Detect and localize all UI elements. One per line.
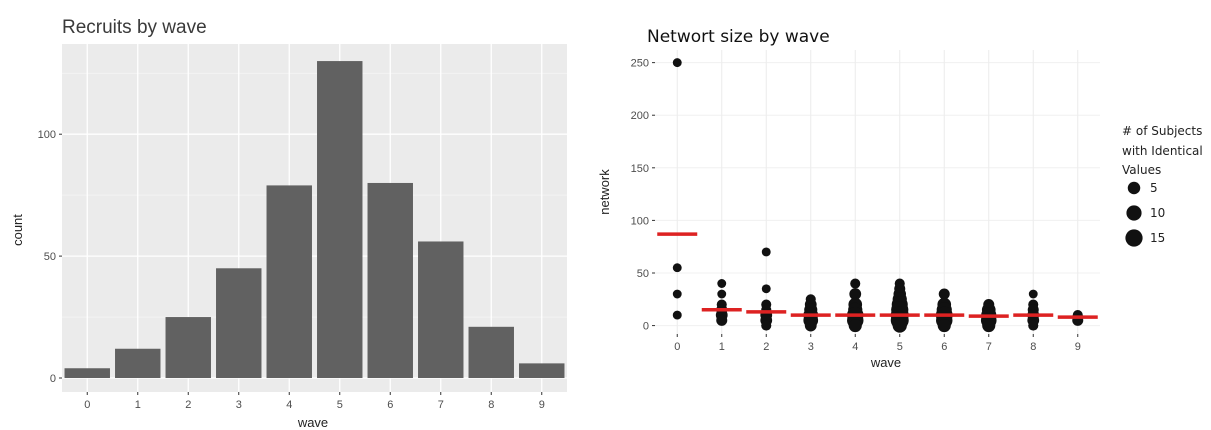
chart1-y-ticks: 0 50 100 xyxy=(38,129,62,385)
chart2-x-axis-label: wave xyxy=(870,355,901,370)
chart1-y-tick-label: 100 xyxy=(38,129,56,141)
point-wave-1 xyxy=(716,314,728,326)
chart2-y-tick-label: 50 xyxy=(637,268,649,280)
bar-2 xyxy=(165,317,211,378)
chart2-gridlines xyxy=(655,50,1100,334)
chart2-x-tick-label: 5 xyxy=(897,341,903,353)
chart2-y-axis-label: network xyxy=(597,169,612,215)
chart2-x-tick-label: 9 xyxy=(1075,341,1081,353)
point-wave-6 xyxy=(937,319,951,333)
bar-4 xyxy=(266,185,312,378)
chart1-x-tick-label: 3 xyxy=(236,399,242,411)
point-wave-0 xyxy=(672,289,682,299)
chart2-x-tick-label: 2 xyxy=(763,341,769,353)
chart1-x-tick-label: 1 xyxy=(135,399,141,411)
bar-5 xyxy=(317,61,363,378)
chart2-x-tick-label: 7 xyxy=(986,341,992,353)
chart1-x-axis-label: wave xyxy=(297,415,328,430)
bar-0 xyxy=(64,368,110,378)
chart2-x-tick-label: 0 xyxy=(674,341,680,353)
chart-network: Networt size by wave 0 50 100 150 200 250 0 1 2… xyxy=(597,27,1203,370)
legend-key-circle xyxy=(1126,205,1142,221)
chart2-x-ticks: 0 1 2 3 4 5 6 7 8 9 xyxy=(674,334,1081,353)
chart2-y-tick-label: 150 xyxy=(631,163,649,175)
chart1-x-ticks: 0 1 2 3 4 5 6 7 8 9 xyxy=(84,392,545,411)
chart1-x-tick-label: 8 xyxy=(488,399,494,411)
point-wave-1 xyxy=(717,289,727,299)
chart1-x-tick-label: 4 xyxy=(286,399,292,411)
point-wave-4 xyxy=(848,319,862,333)
legend-keys: 5 10 15 xyxy=(1125,181,1165,247)
chart2-mean-lines xyxy=(657,232,1098,319)
point-wave-4 xyxy=(850,278,861,289)
chart2-y-tick-label: 250 xyxy=(631,58,649,70)
legend-key-label: 15 xyxy=(1150,231,1165,245)
chart2-title: Networt size by wave xyxy=(647,27,830,47)
point-wave-2 xyxy=(761,284,771,294)
chart1-x-tick-label: 5 xyxy=(337,399,343,411)
chart2-legend: # of Subjects with Identical Values 5 10 1… xyxy=(1122,124,1203,247)
legend-key-circle xyxy=(1125,229,1143,247)
point-wave-6 xyxy=(938,288,950,300)
point-wave-2 xyxy=(761,320,772,331)
point-wave-0 xyxy=(672,310,682,320)
chart2-x-tick-label: 8 xyxy=(1030,341,1036,353)
chart1-y-tick-label: 50 xyxy=(44,251,56,263)
bar-6 xyxy=(367,182,413,378)
point-wave-1 xyxy=(717,279,727,288)
chart2-points xyxy=(672,58,1084,333)
point-wave-4 xyxy=(849,288,862,300)
point-wave-0 xyxy=(672,263,682,273)
chart2-y-tick-label: 100 xyxy=(631,215,649,227)
point-wave-2 xyxy=(761,247,771,257)
chart1-bars xyxy=(64,61,565,378)
chart2-x-tick-label: 6 xyxy=(941,341,947,353)
chart2-x-tick-label: 3 xyxy=(808,341,814,353)
chart1-y-axis-label: count xyxy=(10,214,25,246)
chart1-x-tick-label: 9 xyxy=(539,399,545,411)
legend-key-label: 10 xyxy=(1150,206,1165,220)
legend-key-label: 5 xyxy=(1150,181,1158,195)
chart1-x-tick-label: 7 xyxy=(438,399,444,411)
chart1-x-tick-label: 2 xyxy=(185,399,191,411)
point-wave-8 xyxy=(1028,289,1038,299)
point-wave-5 xyxy=(892,318,907,333)
chart2-y-tick-label: 0 xyxy=(643,321,649,333)
legend-title-line-2: with Identical xyxy=(1122,144,1203,158)
chart2-x-tick-label: 1 xyxy=(719,341,725,353)
point-wave-8 xyxy=(1028,320,1039,331)
bar-3 xyxy=(216,268,262,378)
bar-9 xyxy=(519,363,565,378)
point-wave-7 xyxy=(982,319,996,333)
chart2-y-tick-label: 200 xyxy=(631,110,649,122)
chart2-plot-panel xyxy=(655,50,1100,334)
legend-title-line-3: Values xyxy=(1122,163,1161,177)
bar-7 xyxy=(418,241,464,378)
bar-1 xyxy=(115,348,161,378)
chart2-x-tick-label: 4 xyxy=(852,341,858,353)
legend-key-circle xyxy=(1127,181,1141,195)
point-wave-3 xyxy=(804,319,817,332)
bar-8 xyxy=(468,326,514,378)
chart1-y-tick-label: 0 xyxy=(50,373,56,385)
chart1-title: Recruits by wave xyxy=(62,17,207,38)
chart1-x-tick-label: 6 xyxy=(387,399,393,411)
chart1-x-tick-label: 0 xyxy=(84,399,90,411)
chart2-y-ticks: 0 50 100 150 200 250 xyxy=(631,58,655,333)
point-wave-0 xyxy=(672,58,682,68)
legend-title-line-1: # of Subjects xyxy=(1122,124,1202,138)
